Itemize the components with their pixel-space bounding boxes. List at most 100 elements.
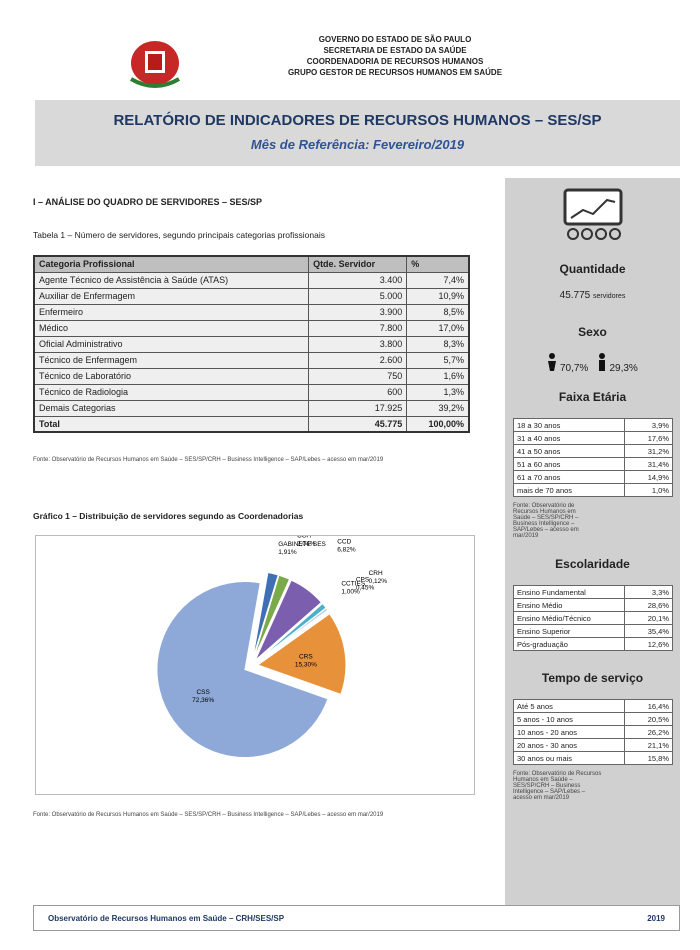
- service-table: Até 5 anos 16,4% 5 anos - 10 anos 20,5% 10 a…: [513, 699, 673, 765]
- table-cell: 3.900: [308, 303, 408, 321]
- chart-icon: [563, 188, 622, 240]
- slice-value: 0,45%: [356, 584, 375, 591]
- table-cell: 16,4%: [624, 699, 673, 713]
- table-row: 10 anos - 20 anos 26,2%: [513, 725, 673, 739]
- education-title: Escolaridade: [555, 557, 630, 571]
- table-row: Agente Técnico de Assistência à Saúde (A…: [33, 271, 470, 289]
- table-cell: Demais Categorias: [33, 399, 310, 417]
- table-row: Técnico de Laboratório 750 1,6%: [33, 367, 470, 385]
- slice-value: 15,30%: [295, 661, 317, 668]
- slice-value: 6,82%: [337, 546, 356, 553]
- header-line: SECRETARIA DE ESTADO DA SAÚDE: [323, 46, 467, 55]
- slice-value: 0,12%: [369, 578, 388, 585]
- table-cell: Pós-graduação: [513, 637, 625, 651]
- table-cell: 35,4%: [624, 624, 673, 638]
- pie-slice: [256, 609, 329, 663]
- slice-label: CRS: [299, 653, 313, 660]
- age-table: 18 a 30 anos 3,9% 31 a 40 anos 17,6% 41 a 50…: [513, 418, 673, 497]
- sex-title: Sexo: [578, 325, 607, 339]
- header: GOVERNO DO ESTADO DE SÃO PAULO SECRETARIA…: [200, 34, 590, 78]
- table-cell: 8,5%: [406, 303, 470, 321]
- table-cell: 26,2%: [624, 725, 673, 739]
- table-row: Ensino Médio 28,6%: [513, 598, 673, 612]
- table-row: 20 anos - 30 anos 21,1%: [513, 738, 673, 752]
- table-cell: 5,7%: [406, 351, 470, 369]
- header-line: GRUPO GESTOR DE RECURSOS HUMANOS EM SAÚD…: [287, 68, 503, 77]
- table-row: Demais Categorias 17.925 39,2%: [33, 399, 470, 417]
- table-cell: 39,2%: [406, 399, 470, 417]
- column-header: Categoria Profissional: [33, 255, 310, 273]
- table-row: Auxiliar de Enfermagem 5.000 10,9%: [33, 287, 470, 305]
- table-cell: Técnico de Laboratório: [33, 367, 310, 385]
- table-cell: 28,6%: [624, 598, 673, 612]
- table-row: mais de 70 anos 1,0%: [513, 483, 673, 497]
- pie-slice: [256, 613, 347, 696]
- table-cell: 31,2%: [624, 444, 673, 458]
- quantity-title: Quantidade: [559, 262, 626, 276]
- table-cell: Oficial Administrativo: [33, 335, 310, 353]
- pie-slice: [252, 574, 291, 660]
- quantity-unit: servidores: [593, 293, 626, 300]
- table-cell: 17.925: [308, 399, 408, 417]
- slice-value: 1,00%: [341, 589, 360, 596]
- pie-slice: [254, 579, 323, 661]
- quantity-value: 45.775: [559, 290, 591, 301]
- table-cell: 17,0%: [406, 319, 470, 337]
- table-cell: Técnico de Radiologia: [33, 383, 310, 401]
- male-pct: 29,3%: [609, 363, 638, 374]
- table-row: 30 anos ou mais 15,8%: [513, 751, 673, 765]
- table-cell: 31,4%: [624, 457, 673, 471]
- table-cell: 1,3%: [406, 383, 470, 401]
- table-cell: Agente Técnico de Assistência à Saúde (A…: [33, 271, 310, 289]
- table-row: 18 a 30 anos 3,9%: [513, 418, 673, 432]
- table-cell: 51 a 60 anos: [513, 457, 625, 471]
- table-cell: 3,3%: [624, 585, 673, 599]
- table-cell: 41 a 50 anos: [513, 444, 625, 458]
- table-row: Médico 7.800 17,0%: [33, 319, 470, 337]
- table-row: Técnico de Enfermagem 2.600 5,7%: [33, 351, 470, 369]
- table-cell: 20 anos - 30 anos: [513, 738, 625, 752]
- table-cell: 21,1%: [624, 738, 673, 752]
- service-title: Tempo de serviço: [541, 671, 644, 685]
- table-row: Oficial Administrativo 3.800 8,3%: [33, 335, 470, 353]
- title-box: RELATÓRIO DE INDICADORES DE RECURSOS HUM…: [35, 100, 680, 166]
- table-cell: 1,0%: [624, 483, 673, 497]
- source-note: Fonte: Observatório de Recursos Humanos …: [513, 503, 579, 539]
- table-cell: 14,9%: [624, 470, 673, 484]
- sidebar: Quantidade 45.775 servidores Sexo 70,7% …: [505, 178, 680, 905]
- quantity: 45.775 servidores: [505, 290, 680, 301]
- slice-label: CSS: [196, 689, 210, 696]
- table-cell: Auxiliar de Enfermagem: [33, 287, 310, 305]
- table-cell: Enfermeiro: [33, 303, 310, 321]
- male-icon: [598, 353, 605, 371]
- table-cell: Ensino Superior: [513, 624, 625, 638]
- table-cell: Total: [33, 415, 310, 433]
- table-cell: 10 anos - 20 anos: [513, 725, 625, 739]
- sex: 70,7% 29,3%: [505, 353, 680, 374]
- table-row: Ensino Fundamental 3,3%: [513, 585, 673, 599]
- table-cell: 5 anos - 10 anos: [513, 712, 625, 726]
- footer: Observatório de Recursos Humanos em Saúd…: [33, 905, 680, 931]
- slice-label: CCTIES: [341, 581, 366, 588]
- table-row: Pós-graduação 12,6%: [513, 637, 673, 651]
- table-caption: Tabela 1 – Número de servidores, segundo…: [33, 230, 325, 240]
- table-cell: 100,00%: [406, 415, 470, 433]
- header-line: GOVERNO DO ESTADO DE SÃO PAULO: [318, 35, 472, 44]
- table-cell: 3.400: [308, 271, 408, 289]
- table-row: 51 a 60 anos 31,4%: [513, 457, 673, 471]
- logo: [129, 41, 181, 88]
- table-cell: 2.600: [308, 351, 408, 369]
- pie-slice: [252, 571, 279, 660]
- table-cell: 12,6%: [624, 637, 673, 651]
- table-cell: 20,1%: [624, 611, 673, 625]
- table-cell: 18 a 30 anos: [513, 418, 625, 432]
- female-icon: [548, 353, 557, 371]
- slice-value: 2,04%: [297, 540, 316, 547]
- chart-title: Gráfico 1 – Distribuição de servidores s…: [33, 511, 304, 521]
- slice-value: 1,91%: [278, 549, 297, 556]
- table-row: Total 45.775 100,00%: [33, 415, 470, 433]
- source-note: Fonte: Observatório de Recursos Humanos …: [33, 457, 384, 463]
- table-row: 5 anos - 10 anos 20,5%: [513, 712, 673, 726]
- table-cell: Ensino Médio/Técnico: [513, 611, 625, 625]
- age-title: Faixa Etária: [558, 390, 627, 404]
